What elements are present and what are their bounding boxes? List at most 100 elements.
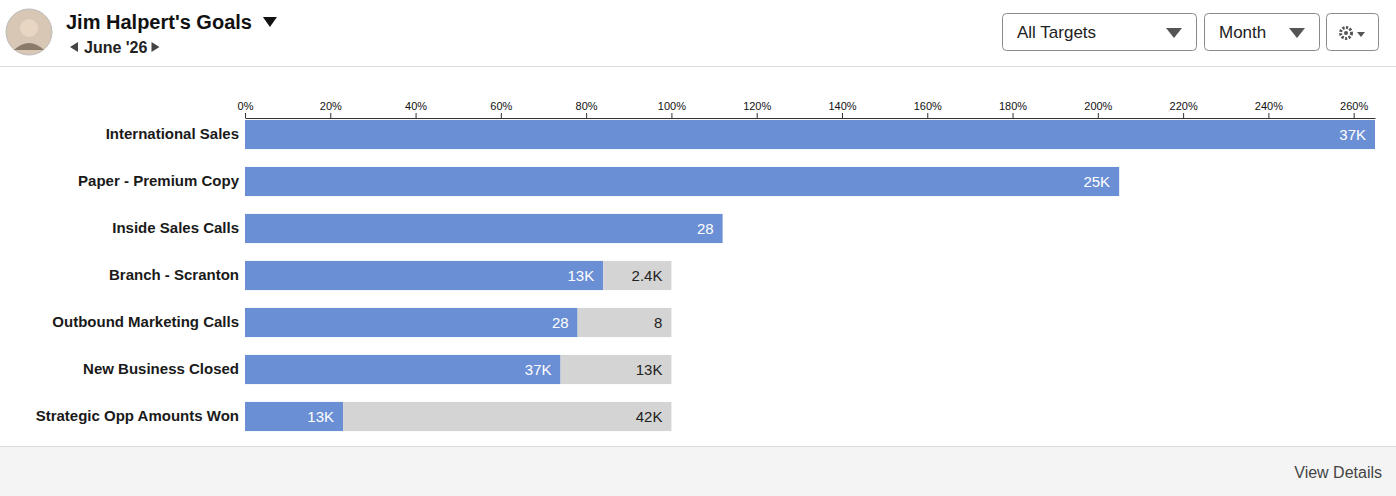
tick-label: 120%	[743, 100, 771, 112]
bar	[578, 308, 672, 337]
data-label: 25K	[1083, 173, 1110, 190]
data-label: 13K	[307, 408, 334, 425]
tick-label: 220%	[1170, 100, 1198, 112]
bar	[245, 355, 561, 384]
category-label: Strategic Opp Amounts Won	[36, 407, 239, 424]
title[interactable]: Jim Halpert's Goals	[66, 11, 252, 33]
bar	[561, 355, 672, 384]
tick-label: 200%	[1084, 100, 1112, 112]
widget: Jim Halpert's Goals June '26 All Targets Mo…	[0, 0, 1396, 496]
tick: 120%	[743, 100, 771, 118]
avatar	[6, 9, 52, 55]
tick-mark	[842, 113, 843, 118]
category-label: Branch - Scranton	[109, 266, 239, 283]
tick-label: 180%	[999, 100, 1027, 112]
background	[0, 0, 1396, 496]
tick: International Sales	[106, 125, 239, 142]
axis-line	[246, 118, 1376, 119]
data-label: 42K	[636, 408, 663, 425]
data-label: 13K	[636, 361, 663, 378]
tick-mark	[501, 113, 502, 118]
tick-label: 60%	[490, 100, 512, 112]
tick: 240%	[1255, 100, 1283, 118]
tick-mark	[416, 113, 417, 118]
tick-label: 140%	[828, 100, 856, 112]
settings-button[interactable]	[1327, 14, 1379, 51]
bar	[343, 402, 671, 431]
category-label: New Business Closed	[83, 360, 239, 377]
bar	[245, 120, 1375, 149]
tick: Strategic Opp Amounts Won	[36, 407, 239, 424]
tick-label: 260%	[1340, 100, 1368, 112]
bar	[603, 261, 671, 290]
tick-label: 100%	[658, 100, 686, 112]
tick: 40%	[405, 100, 427, 118]
dropdown-label[interactable]: All Targets	[1017, 23, 1096, 42]
x-axis: 0% 20% 40% 60% 80% 100% 120% 140% 160% 180% 200% 22…	[238, 100, 1376, 119]
period-next[interactable]	[151, 42, 159, 52]
data-label: 28	[552, 314, 569, 331]
tick: Paper - Premium Copy	[78, 172, 240, 189]
tick-mark	[1268, 113, 1269, 118]
tick-mark	[671, 113, 672, 118]
tick-label: 240%	[1255, 100, 1283, 112]
tick-mark	[1098, 113, 1099, 118]
tick: 20%	[320, 100, 342, 118]
tick: Branch - Scranton	[109, 266, 239, 283]
category-label: Inside Sales Calls	[112, 219, 239, 236]
tick-label: 20%	[320, 100, 342, 112]
data-label: 8	[654, 314, 662, 331]
dropdown[interactable]: All Targets	[1003, 14, 1197, 51]
tick: 220%	[1170, 100, 1198, 118]
tick: Inside Sales Calls	[112, 219, 239, 236]
tick-mark	[927, 113, 928, 118]
tick-mark	[245, 113, 246, 118]
category-label: Paper - Premium Copy	[78, 172, 240, 189]
tick: 100%	[658, 100, 686, 118]
tick: 200%	[1084, 100, 1112, 118]
data-label: 13K	[567, 267, 594, 284]
category-label: International Sales	[106, 125, 239, 142]
tick: 0%	[238, 100, 254, 118]
data-label: 37K	[525, 361, 552, 378]
tick-label: 160%	[914, 100, 942, 112]
period: June '26	[84, 39, 147, 56]
header-border	[0, 66, 1396, 67]
tick-mark	[1183, 113, 1184, 118]
bar	[245, 214, 723, 243]
data-label: 2.4K	[632, 267, 663, 284]
tick-mark	[757, 113, 758, 118]
footer-border	[0, 446, 1396, 447]
tick-label: 0%	[238, 100, 254, 112]
dropdown-label[interactable]: Month	[1219, 23, 1266, 42]
tick-mark	[1354, 113, 1355, 118]
bar	[245, 402, 343, 431]
tick: 180%	[999, 100, 1027, 118]
period-prev[interactable]	[70, 42, 78, 52]
tick: New Business Closed	[83, 360, 239, 377]
tick: 80%	[576, 100, 598, 118]
bar	[245, 261, 603, 290]
tick: Outbound Marketing Calls	[52, 313, 239, 330]
footer-background	[0, 447, 1396, 496]
tick-mark	[330, 113, 331, 118]
y-axis: International Sales Paper - Premium Copy I…	[36, 125, 240, 424]
tick: 260%	[1340, 100, 1368, 118]
bar	[245, 308, 578, 337]
title-dropdown[interactable]	[263, 17, 277, 27]
tick: 60%	[490, 100, 512, 118]
category-label: Outbound Marketing Calls	[52, 313, 239, 330]
bars	[245, 120, 1375, 431]
data-label: 37K	[1339, 126, 1366, 143]
tick: 160%	[914, 100, 942, 118]
tick-label: 40%	[405, 100, 427, 112]
data-label: 28	[697, 220, 714, 237]
dropdown[interactable]: Month	[1205, 14, 1320, 51]
tick: 140%	[828, 100, 856, 118]
tick-mark	[1013, 113, 1014, 118]
tick-label: 80%	[576, 100, 598, 112]
data-labels: 37K 25K 28 13K 28 37K 13K 2.4K 8 13K 42K	[307, 126, 1366, 425]
tick-mark	[586, 113, 587, 118]
view-details-link[interactable]: View Details	[1294, 464, 1382, 481]
bar	[245, 167, 1119, 196]
